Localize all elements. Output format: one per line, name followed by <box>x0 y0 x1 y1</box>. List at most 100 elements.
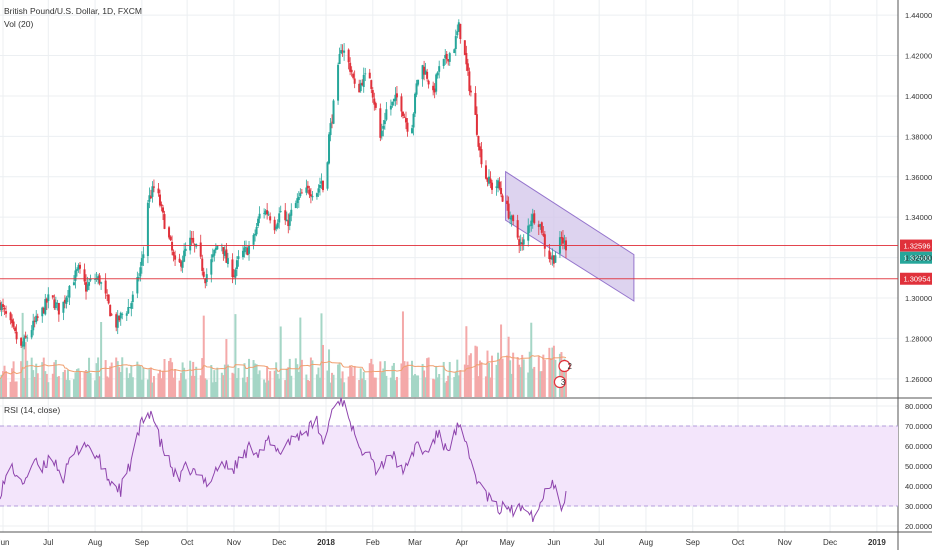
candle-body <box>152 186 155 188</box>
volume-bar <box>252 360 255 397</box>
volume-legend: Vol (20) <box>4 19 34 29</box>
rsi-tick-label: 70.0000 <box>905 422 932 431</box>
volume-bar <box>157 373 160 397</box>
volume-bar <box>382 368 385 397</box>
volume-bar <box>415 375 418 397</box>
candle-body <box>267 214 270 216</box>
candle-body <box>395 93 398 98</box>
volume-bar <box>287 367 290 397</box>
candle-body <box>222 247 225 255</box>
candle-body <box>463 40 466 55</box>
candle-body <box>246 247 249 256</box>
volume-bar <box>340 378 343 397</box>
volume-bar <box>205 379 208 397</box>
volume-bar <box>531 368 534 397</box>
rsi-tick-label: 80.0000 <box>905 402 932 411</box>
candle-body <box>190 238 193 240</box>
volume-bar <box>539 371 542 397</box>
volume-bar <box>45 373 48 397</box>
price-tick-label: 1.28000 <box>905 334 932 343</box>
volume-bar <box>127 377 130 397</box>
volume-bar <box>35 363 38 397</box>
volume-bar <box>537 356 540 397</box>
volume-bar <box>278 378 281 397</box>
volume-bar <box>231 372 234 397</box>
candle-body <box>445 53 448 60</box>
candle-body <box>121 314 124 315</box>
volume-bar <box>491 355 494 397</box>
time-tick-label: Aug <box>88 538 102 547</box>
volume-bar <box>469 353 472 397</box>
volume-bar <box>0 374 3 397</box>
candle-body <box>33 320 36 322</box>
volume-bar <box>189 360 192 397</box>
candle-body <box>533 213 536 224</box>
price-tick-label: 1.40000 <box>905 92 932 101</box>
volume-bar <box>414 374 417 397</box>
candle-body <box>521 242 524 245</box>
time-tick-label: Sep <box>135 538 150 547</box>
volume-bar <box>380 372 383 397</box>
volume-bar <box>371 364 374 397</box>
candle-body <box>174 255 177 260</box>
candle-body <box>88 282 91 286</box>
volume-bar <box>11 368 14 397</box>
volume-bar <box>290 375 293 397</box>
candle-body <box>11 319 14 324</box>
volume-bar <box>65 379 68 397</box>
candle-body <box>30 330 33 338</box>
candle-body <box>453 49 456 53</box>
volume-bar <box>489 377 492 397</box>
volume-bar <box>374 377 377 397</box>
volume-bar <box>220 372 223 397</box>
volume-bar <box>486 350 489 397</box>
volume-bar <box>484 376 487 397</box>
candle-body <box>474 93 477 115</box>
volume-bar <box>423 370 426 397</box>
candle-body <box>411 128 414 134</box>
candle-body <box>412 113 415 128</box>
volume-bar <box>385 375 388 397</box>
candle-body <box>136 277 139 294</box>
volume-bar <box>533 366 536 397</box>
candle-body <box>75 269 78 271</box>
volume-bar <box>98 376 101 397</box>
volume-bar <box>299 317 302 397</box>
candle-body <box>275 226 278 229</box>
candle-body <box>94 278 97 280</box>
volume-bar <box>338 362 341 397</box>
candle-body <box>161 207 164 213</box>
volume-bar <box>226 364 229 397</box>
volume-bar <box>266 366 269 397</box>
candle-body <box>192 237 195 243</box>
candle-body <box>41 307 44 317</box>
candle-body <box>478 146 481 151</box>
volume-bar <box>89 373 92 397</box>
volume-bar <box>232 373 235 397</box>
candle-body <box>400 96 403 112</box>
volume-bar <box>411 360 414 397</box>
candle-body <box>2 304 5 308</box>
candle-body <box>308 189 311 195</box>
candle-body <box>225 249 228 263</box>
chart-title: British Pound/U.S. Dollar, 1D, FXCM <box>4 6 142 16</box>
candle-body <box>353 78 356 84</box>
volume-bar <box>328 349 331 397</box>
candle-body <box>86 284 89 291</box>
time-tick-label: May <box>500 538 515 547</box>
candle-body <box>36 316 39 318</box>
volume-bar <box>326 370 329 397</box>
candle-body <box>183 250 186 262</box>
volume-bar <box>433 379 436 397</box>
volume-bar <box>435 365 438 397</box>
volume-bar <box>121 357 124 397</box>
volume-bar <box>527 372 530 397</box>
candle-body <box>148 195 151 202</box>
candle-body <box>241 250 244 258</box>
volume-bar <box>300 359 303 397</box>
volume-bar <box>309 357 312 397</box>
rsi-tick-label: 60.0000 <box>905 442 932 451</box>
candle-body <box>66 295 69 297</box>
